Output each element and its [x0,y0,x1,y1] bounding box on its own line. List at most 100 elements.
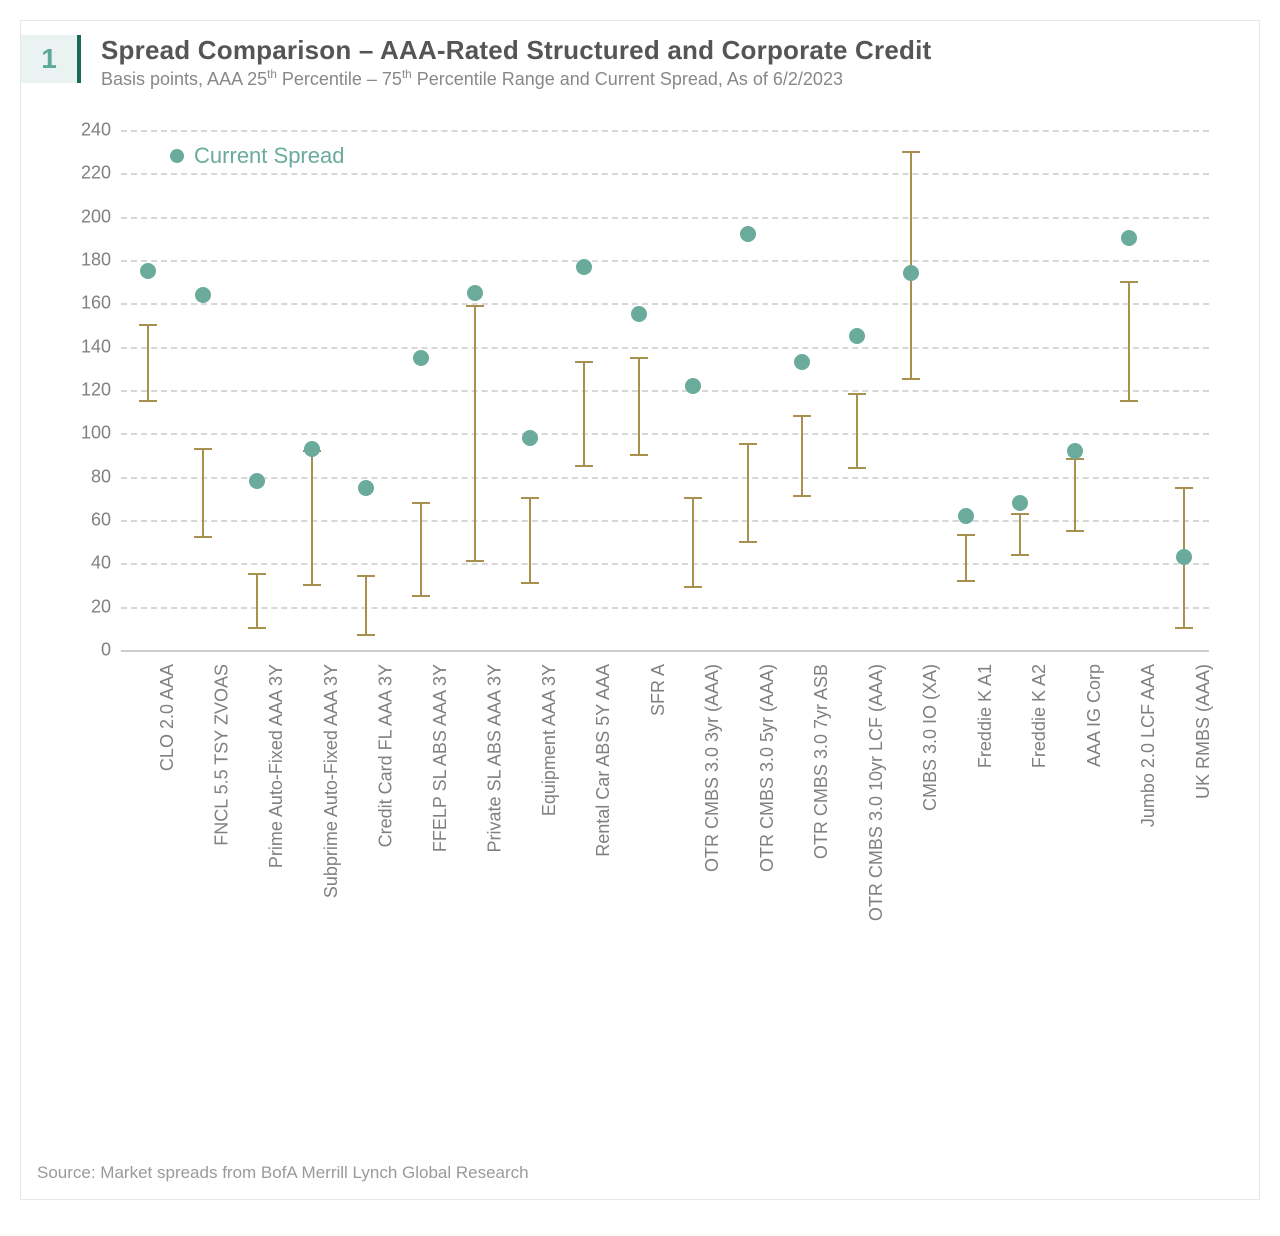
percentile-range-bar [311,451,313,585]
x-tick-label: SFR A [648,664,669,716]
range-cap-bottom [1175,627,1193,629]
x-tick-label: Private SL ABS AAA 3Y [484,664,505,852]
gridline [121,173,1209,175]
percentile-range-bar [147,325,149,401]
gridline [121,563,1209,565]
current-spread-marker [849,328,865,344]
percentile-range-bar [747,444,749,542]
chart-card: 1 Spread Comparison – AAA-Rated Structur… [20,20,1260,1200]
range-cap-top [194,448,212,450]
gridline [121,130,1209,132]
gridline [121,607,1209,609]
series [1005,130,1035,650]
chart-title: Spread Comparison – AAA-Rated Structured… [101,35,1259,66]
percentile-range-bar [1074,459,1076,531]
range-cap-top [1011,513,1029,515]
range-cap-top [412,502,430,504]
range-cap-bottom [575,465,593,467]
subtitle-part-3: Percentile Range and Current Spread, As … [412,69,843,89]
y-tick-label: 80 [61,466,111,487]
current-spread-marker [903,265,919,281]
percentile-range-bar [856,394,858,468]
percentile-range-bar [583,362,585,466]
percentile-range-bar [965,535,967,581]
y-tick-label: 200 [61,206,111,227]
current-spread-marker [740,226,756,242]
x-tick-label: FNCL 5.5 TSY ZVOAS [212,664,233,846]
x-tick-label: Rental Car ABS 5Y AAA [593,664,614,857]
range-cap-top [575,361,593,363]
percentile-range-bar [801,416,803,496]
percentile-range-bar [638,358,640,456]
range-cap-top [1175,487,1193,489]
percentile-range-bar [365,576,367,635]
current-spread-marker [794,354,810,370]
x-tick-label: UK RMBS (AAA) [1193,664,1214,799]
y-tick-label: 180 [61,250,111,271]
current-spread-marker [1012,495,1028,511]
chart-area: 020406080100120140160180200220240 Curren… [61,130,1219,650]
range-cap-bottom [303,584,321,586]
range-cap-top [248,573,266,575]
range-cap-bottom [739,541,757,543]
title-block: Spread Comparison – AAA-Rated Structured… [101,35,1259,90]
percentile-range-bar [529,498,531,583]
range-cap-bottom [194,536,212,538]
gridline [121,303,1209,305]
series [1060,130,1090,650]
range-cap-bottom [957,580,975,582]
subtitle-part-1: Basis points, AAA 25 [101,69,267,89]
source-attribution: Source: Market spreads from BofA Merrill… [37,1163,529,1183]
percentile-range-bar [420,503,422,596]
series [297,130,327,650]
current-spread-marker [631,306,647,322]
current-spread-marker [413,350,429,366]
range-cap-bottom [1120,400,1138,402]
series [569,130,599,650]
series [624,130,654,650]
current-spread-marker [1176,549,1192,565]
subtitle-part-2: Percentile – 75 [277,69,402,89]
range-cap-bottom [1066,530,1084,532]
x-tick-label: AAA IG Corp [1084,664,1105,767]
current-spread-marker [958,508,974,524]
x-tick-label: Jumbo 2.0 LCF AAA [1138,664,1159,827]
range-cap-top [357,575,375,577]
x-tick-label: Freddie K A2 [1029,664,1050,768]
range-cap-top [139,324,157,326]
series [188,130,218,650]
gridline [121,477,1209,479]
range-cap-bottom [848,467,866,469]
series [406,130,436,650]
y-tick-label: 220 [61,163,111,184]
percentile-range-bar [692,498,694,587]
x-tick-label: Subprime Auto-Fixed AAA 3Y [321,664,342,898]
series [133,130,163,650]
x-tick-label: Equipment AAA 3Y [539,664,560,816]
current-spread-marker [1121,230,1137,246]
gridline [121,520,1209,522]
current-spread-marker [467,285,483,301]
range-cap-bottom [357,634,375,636]
y-tick-label: 160 [61,293,111,314]
series [242,130,272,650]
y-tick-label: 40 [61,553,111,574]
range-cap-bottom [793,495,811,497]
current-spread-marker [522,430,538,446]
subtitle-sup-2: th [402,68,412,81]
percentile-range-bar [1019,514,1021,555]
range-cap-bottom [684,586,702,588]
range-cap-bottom [1011,554,1029,556]
percentile-range-bar [1128,282,1130,401]
gridline [121,390,1209,392]
range-cap-top [684,497,702,499]
y-tick-label: 20 [61,596,111,617]
current-spread-marker [685,378,701,394]
range-cap-bottom [412,595,430,597]
range-cap-top [902,151,920,153]
gridline [121,260,1209,262]
x-tick-label: CMBS 3.0 IO (XA) [920,664,941,811]
plot-region: Current Spread [121,130,1209,650]
x-tick-label: OTR CMBS 3.0 7yr ASB [811,664,832,859]
range-cap-top [466,305,484,307]
